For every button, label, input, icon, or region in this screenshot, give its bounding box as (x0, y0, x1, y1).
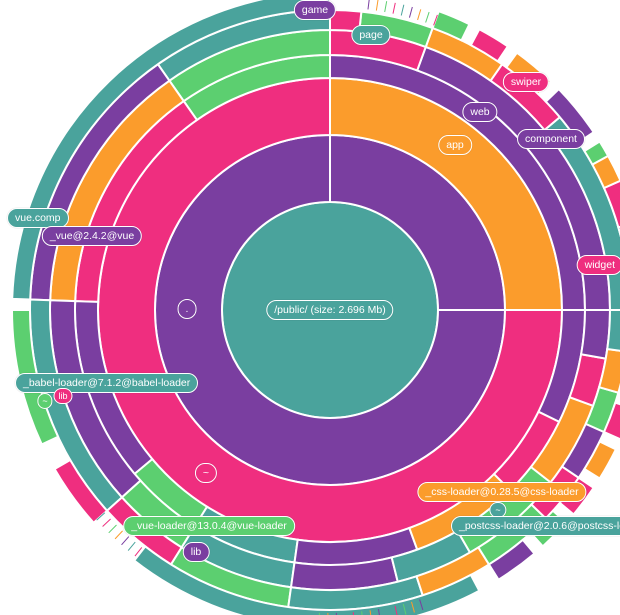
ring-6-segment-15[interactable] (583, 440, 618, 480)
vue-package-label[interactable]: _vue@2.4.2@vue (41, 226, 143, 246)
tilde-small-label[interactable]: ~ (37, 393, 53, 409)
ring-4-segment-12[interactable] (579, 309, 612, 360)
ring-6-segment-7[interactable] (431, 9, 471, 42)
css-loader-label[interactable]: _css-loader@0.28.5@css-loader (417, 482, 587, 502)
web-label[interactable]: web (462, 102, 498, 122)
small-file-tick[interactable] (121, 536, 130, 546)
small-file-tick[interactable] (102, 518, 111, 527)
widget-label[interactable]: widget (576, 255, 620, 275)
vue-comp-label[interactable]: vue.comp (7, 208, 69, 228)
app-label[interactable]: app (438, 135, 472, 155)
small-file-tick[interactable] (367, 0, 370, 10)
small-file-tick[interactable] (408, 6, 413, 18)
small-file-tick[interactable] (425, 11, 430, 23)
small-file-tick[interactable] (402, 603, 407, 615)
ring-6-segment-16[interactable] (602, 401, 620, 441)
ring-6-segment-12[interactable] (487, 538, 536, 582)
small-file-tick[interactable] (433, 14, 438, 26)
small-file-tick[interactable] (369, 610, 372, 615)
root-label[interactable]: /public/ (size: 2.696 Mb) (266, 300, 394, 320)
small-file-tick[interactable] (375, 0, 379, 11)
page-label[interactable]: page (351, 25, 391, 45)
small-file-tick[interactable] (417, 9, 422, 21)
tilde-label[interactable]: ~ (194, 463, 218, 483)
small-file-tick[interactable] (127, 541, 136, 551)
small-file-tick[interactable] (344, 612, 346, 615)
small-file-tick[interactable] (361, 611, 363, 615)
small-file-tick[interactable] (419, 599, 424, 611)
game-label[interactable]: game (293, 0, 337, 20)
lib-label[interactable]: lib (182, 542, 210, 562)
small-file-tick[interactable] (108, 524, 117, 534)
lib-small-label[interactable]: lib (53, 388, 73, 404)
small-file-tick[interactable] (352, 612, 354, 615)
babel-loader-label[interactable]: _babel-loader@7.1.2@babel-loader (15, 373, 199, 393)
vue-loader-label[interactable]: _vue-loader@13.0.4@vue-loader (123, 516, 295, 536)
small-file-tick[interactable] (411, 601, 415, 613)
small-file-tick[interactable] (392, 2, 396, 14)
ring-5-segment-17[interactable] (606, 309, 620, 352)
small-file-tick[interactable] (400, 4, 405, 16)
ring-6-segment-6[interactable] (469, 27, 510, 63)
ring-6-segment-8[interactable] (11, 0, 331, 301)
dot-label[interactable]: . (177, 299, 197, 319)
small-file-tick[interactable] (114, 530, 123, 540)
postcss-loader-label[interactable]: _postcss-loader@2.0.6@postcss-loader (451, 516, 620, 536)
small-file-tick[interactable] (96, 512, 106, 521)
ring-6-segment-10[interactable] (53, 458, 109, 525)
swiper-label[interactable]: swiper (502, 72, 550, 92)
small-file-tick[interactable] (134, 547, 143, 557)
ring-6-segment-3[interactable] (583, 140, 610, 166)
small-file-tick[interactable] (384, 1, 388, 13)
small-file-tick[interactable] (386, 607, 389, 615)
component-label[interactable]: component (517, 129, 585, 149)
